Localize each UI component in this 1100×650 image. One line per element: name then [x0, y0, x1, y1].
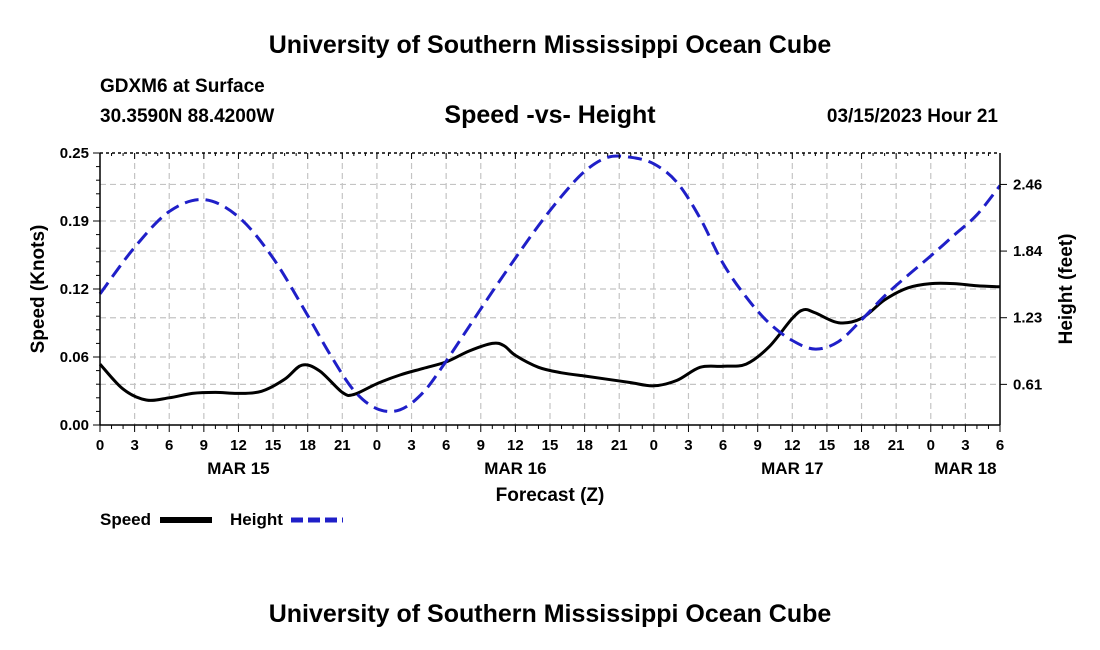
x-tick-label: 15 [542, 437, 559, 454]
x-tick-label: 18 [853, 437, 870, 454]
x-tick-label: 6 [719, 437, 727, 454]
y-tick-label: 0.06 [60, 349, 89, 366]
y2-tick-label: 1.23 [1013, 310, 1042, 327]
series-line-height [98, 154, 1002, 414]
footer-title: University of Southern Mississippi Ocean… [268, 600, 832, 628]
x-tick-label: 3 [961, 437, 969, 454]
x-tick-label: 12 [784, 437, 801, 454]
y-tick-label: 0.12 [60, 281, 89, 298]
y-tick-label: 0.00 [60, 417, 89, 434]
series-line-speed [98, 281, 1001, 402]
x-tick-label: 12 [230, 437, 247, 454]
y-tick-label: 0.19 [60, 213, 89, 230]
x-tick-label: 3 [407, 437, 415, 454]
x-tick-label: 15 [819, 437, 836, 454]
x-tick-label: 9 [754, 437, 762, 454]
x-tick-label: 18 [576, 437, 593, 454]
x-tick-label: 9 [477, 437, 485, 454]
series-layer [98, 154, 1002, 414]
y2-tick-label: 2.46 [1013, 176, 1042, 193]
x-tick-label: 3 [130, 437, 138, 454]
x-tick-label: 9 [200, 437, 208, 454]
x-tick-label: 18 [299, 437, 316, 454]
x-tick-label: 21 [888, 437, 905, 454]
forecast-datetime: 03/15/2023 Hour 21 [826, 106, 998, 127]
x-tick-label: 21 [334, 437, 351, 454]
y2-axis-title: Height (feet) [1056, 234, 1077, 345]
date-label: MAR 18 [934, 459, 996, 478]
legend-label-speed: Speed [100, 510, 151, 529]
station-coordinates: 30.3590N 88.4200W [100, 106, 275, 127]
y-axis-title: Speed (Knots) [28, 225, 49, 354]
x-tick-label: 6 [442, 437, 450, 454]
station-label: GDXM6 at Surface [100, 76, 265, 97]
date-label: MAR 16 [484, 459, 546, 478]
x-tick-label: 0 [373, 437, 381, 454]
legend: Speed Height [100, 510, 343, 529]
x-tick-label: 6 [165, 437, 173, 454]
x-tick-label: 3 [684, 437, 692, 454]
chart-subtitle: Speed -vs- Height [444, 101, 656, 129]
tick-labels: 0 3 6 9 12 15 18 21 0 3 6 9 12 15 18 21 0 3 6 9 12 15 18 21 0 3 6M… [28, 145, 1077, 506]
legend-label-height: Height [230, 510, 283, 529]
x-tick-label: 12 [507, 437, 524, 454]
y2-tick-label: 1.84 [1013, 243, 1043, 260]
date-label: MAR 15 [207, 459, 269, 478]
y-tick-label: 0.25 [60, 145, 89, 162]
x-axis-title: Forecast (Z) [496, 485, 605, 506]
x-tick-label: 0 [927, 437, 935, 454]
x-tick-label: 15 [265, 437, 282, 454]
x-tick-label: 0 [650, 437, 658, 454]
x-tick-label: 6 [996, 437, 1004, 454]
axes [93, 152, 1007, 432]
x-tick-label: 21 [611, 437, 628, 454]
y2-tick-label: 0.61 [1013, 376, 1042, 393]
x-tick-label: 0 [96, 437, 104, 454]
chart-title: University of Southern Mississippi Ocean… [268, 31, 832, 59]
date-label: MAR 17 [761, 459, 823, 478]
grid [100, 153, 1000, 425]
